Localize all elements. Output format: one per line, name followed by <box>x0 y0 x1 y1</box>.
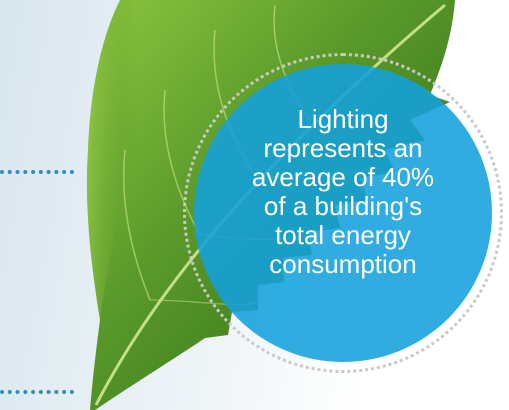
badge-text: Lighting represents an average of 40% of… <box>251 104 435 279</box>
dotted-connector-top <box>0 170 74 174</box>
badge-circle <box>194 64 492 362</box>
statistic-badge: Lighting represents an average of 40% of… <box>183 53 503 373</box>
dotted-connector-bottom <box>0 390 74 394</box>
